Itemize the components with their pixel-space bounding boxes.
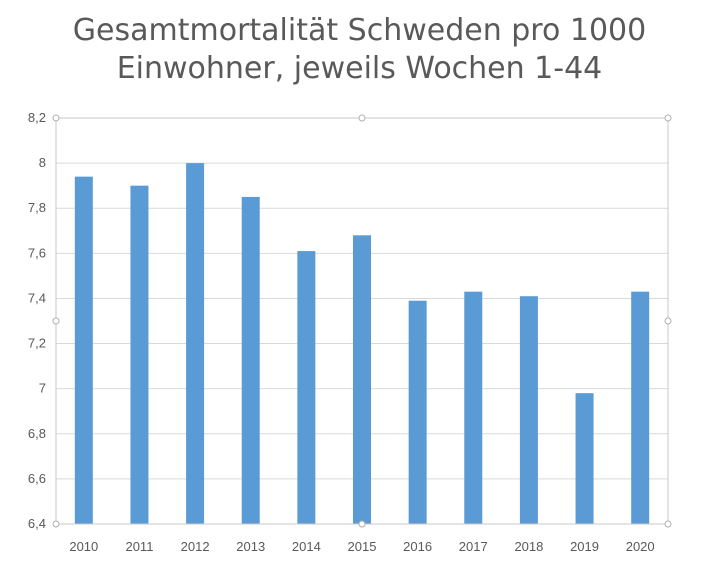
bar-2010	[74, 176, 93, 524]
x-tick-label: 2018	[514, 539, 543, 554]
x-tick-label: 2019	[570, 539, 599, 554]
x-tick-label: 2013	[236, 539, 265, 554]
bar-2020	[631, 291, 650, 524]
bar-2015	[353, 235, 371, 525]
chart-frame	[52, 114, 672, 528]
resize-handle[interactable]	[664, 114, 672, 122]
axes: 6,4 6,6 6,8 7 7,2 7,4 7,6 7,8 8 8,2 2010 2011 2012 20…	[28, 110, 655, 554]
resize-handle[interactable]	[52, 114, 60, 122]
x-tick-label: 2017	[459, 539, 488, 554]
bar-2012	[186, 163, 205, 524]
y-tick-label: 6,8	[28, 426, 46, 441]
resize-handle[interactable]	[358, 520, 366, 528]
bar-2019	[575, 393, 594, 524]
y-tick-label: 6,6	[28, 471, 46, 486]
resize-handle[interactable]	[664, 520, 672, 528]
x-tick-label: 2016	[403, 539, 432, 554]
bar-2018	[519, 296, 538, 524]
resize-handle[interactable]	[52, 317, 60, 325]
x-tick-label: 2014	[292, 539, 321, 554]
chart-title-line-1: Gesamtmortalität Schweden pro 1000	[72, 13, 647, 48]
x-tick-label: 2012	[181, 539, 210, 554]
x-tick-label: 2011	[125, 539, 153, 554]
bar-2016	[408, 300, 427, 524]
bar-2011	[130, 185, 149, 524]
resize-handle[interactable]	[358, 114, 366, 122]
bar-2017	[464, 291, 483, 524]
bars	[74, 163, 650, 525]
resize-handle[interactable]	[664, 317, 672, 325]
resize-handle[interactable]	[52, 520, 60, 528]
y-tick-label: 7,6	[28, 245, 46, 260]
chart-title: Gesamtmortalität Schweden pro 1000 Einwo…	[0, 12, 719, 88]
y-tick-label: 6,4	[28, 516, 46, 531]
y-tick-label: 7	[39, 381, 46, 396]
x-tick-label: 2020	[626, 539, 655, 554]
y-tick-label: 8,2	[28, 110, 46, 125]
y-tick-label: 7,2	[28, 336, 46, 351]
y-tick-label: 7,8	[28, 200, 46, 215]
bar-2014	[297, 251, 316, 525]
y-tick-label: 7,4	[28, 290, 46, 305]
y-tick-label: 8	[39, 155, 46, 170]
x-tick-label: 2010	[69, 539, 98, 554]
x-tick-label: 2015	[348, 539, 377, 554]
bar-2013	[241, 196, 260, 524]
chart-title-line-2: Einwohner, jeweils Wochen 1-44	[116, 51, 603, 86]
